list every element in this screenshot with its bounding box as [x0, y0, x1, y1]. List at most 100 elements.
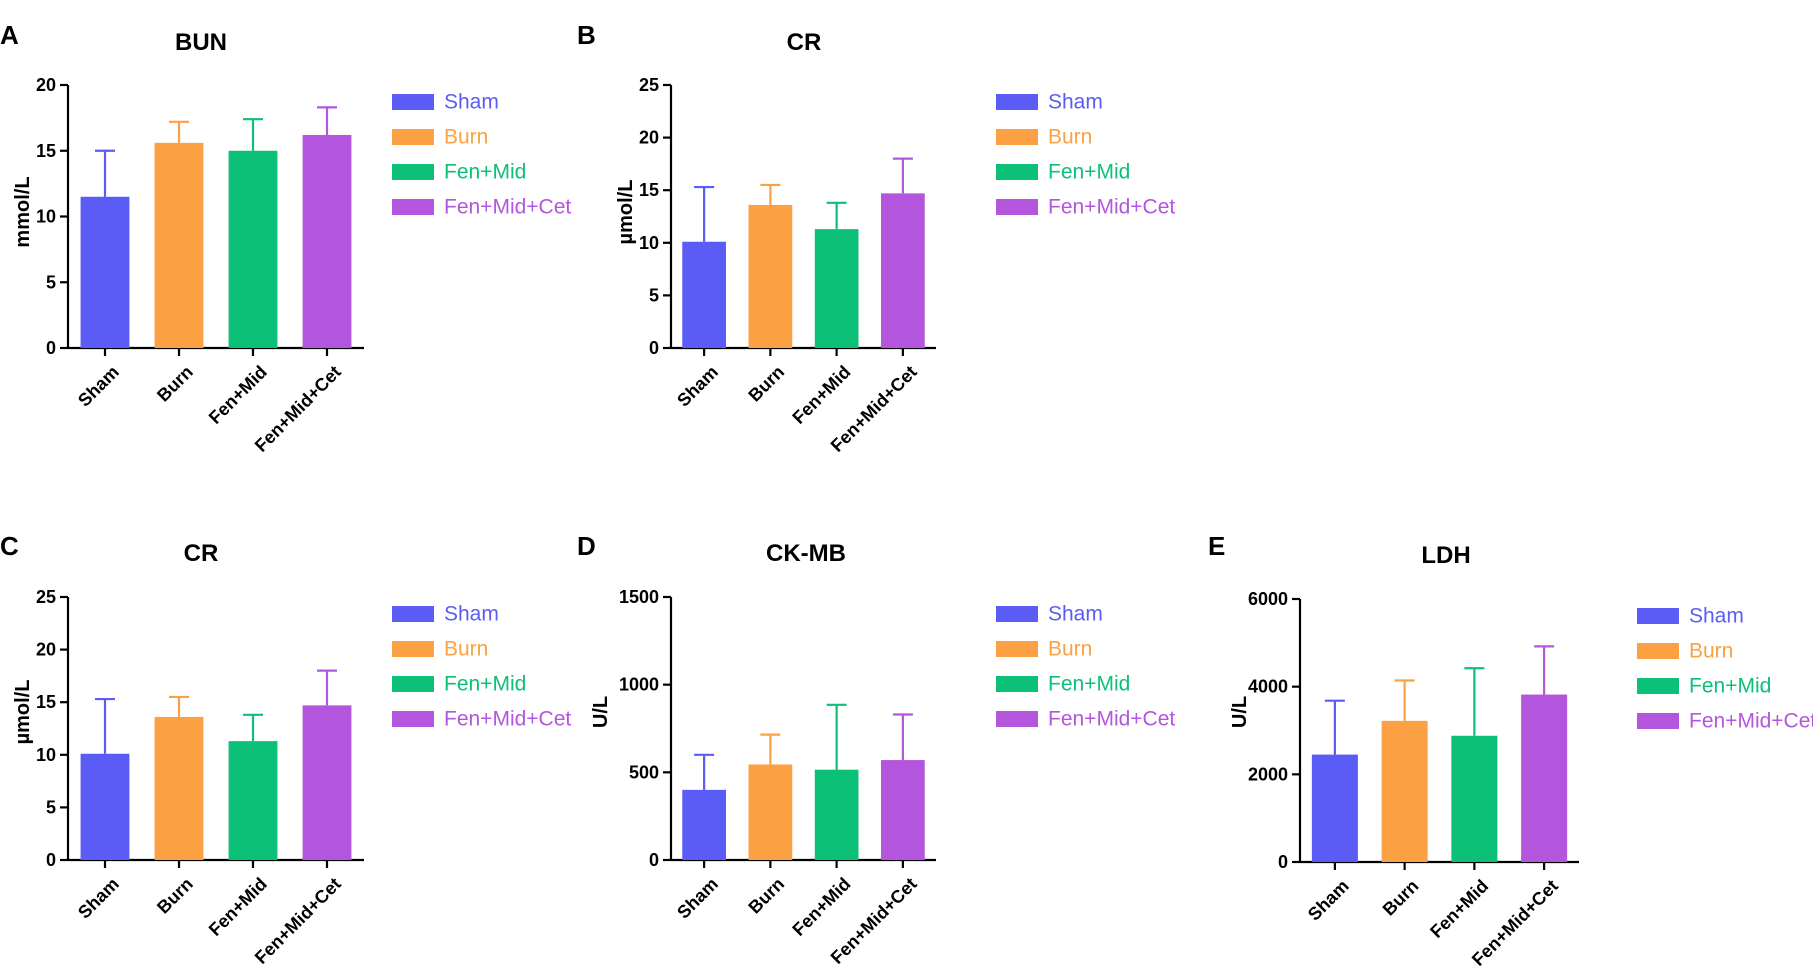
legend-swatch — [392, 711, 434, 727]
legend-swatch — [996, 199, 1038, 215]
x-tick-label: Fen+Mid — [205, 362, 271, 428]
y-axis-title: U/L — [1229, 696, 1251, 728]
legend-label: Sham — [1689, 605, 1744, 628]
legend-swatch — [996, 164, 1038, 180]
chart-title: BUN — [175, 29, 227, 56]
legend-label: Fen+Mid — [444, 161, 526, 184]
x-tick-label: Fen+Mid — [788, 362, 854, 428]
panel-letter: B — [577, 20, 596, 50]
bar-sham — [80, 753, 130, 860]
legend-swatch — [996, 676, 1038, 692]
y-tick-label: 15 — [639, 180, 659, 200]
bar-burn — [154, 716, 204, 860]
bar-burn — [748, 764, 793, 860]
y-tick-label: 2000 — [1248, 764, 1288, 784]
bar-fen-mid — [814, 229, 859, 348]
bar-burn — [748, 204, 793, 348]
y-tick-label: 20 — [36, 640, 56, 660]
legend-swatch — [1637, 643, 1679, 659]
bar-burn — [1381, 720, 1428, 862]
y-tick-label: 0 — [46, 338, 56, 358]
y-tick-label: 10 — [36, 207, 56, 227]
y-tick-label: 1000 — [619, 675, 659, 695]
legend-swatch — [392, 606, 434, 622]
y-tick-label: 6000 — [1248, 589, 1288, 609]
legend-label: Burn — [444, 126, 488, 149]
legend-swatch — [996, 606, 1038, 622]
legend-swatch — [996, 129, 1038, 145]
legend-swatch — [392, 94, 434, 110]
x-tick-label: Sham — [1304, 876, 1353, 925]
bar-sham — [80, 196, 130, 348]
legend-label: Fen+Mid — [1048, 673, 1130, 696]
x-tick-label: Burn — [744, 874, 788, 918]
legend-label: Sham — [444, 603, 499, 626]
bar-fen-mid-cet — [302, 134, 352, 348]
bar-sham — [682, 789, 726, 860]
y-tick-label: 15 — [36, 692, 56, 712]
y-tick-label: 1500 — [619, 587, 659, 607]
chart-title: CR — [184, 540, 219, 567]
chart-title: LDH — [1421, 542, 1470, 569]
legend-label: Fen+Mid+Cet — [1048, 196, 1175, 219]
bar-fen-mid — [1451, 735, 1498, 862]
y-tick-label: 20 — [639, 128, 659, 148]
legend-label: Fen+Mid — [1048, 161, 1130, 184]
y-axis-title: U/L — [590, 696, 612, 728]
y-axis-title: µmol/L — [615, 180, 637, 245]
legend-label: Burn — [1689, 640, 1733, 663]
legend-swatch — [996, 641, 1038, 657]
bar-fen-mid — [814, 769, 859, 860]
x-tick-label: Fen+Mid — [788, 874, 854, 940]
y-tick-label: 5 — [46, 272, 56, 292]
legend-swatch — [392, 129, 434, 145]
bar-fen-mid — [228, 150, 278, 348]
panel-letter: E — [1208, 531, 1225, 561]
legend-swatch — [996, 711, 1038, 727]
legend-swatch — [392, 164, 434, 180]
x-tick-label: Sham — [673, 362, 722, 411]
x-tick-label: Burn — [153, 362, 197, 406]
bar-sham — [1311, 754, 1358, 862]
legend-label: Fen+Mid — [1689, 675, 1771, 698]
legend-label: Burn — [1048, 126, 1092, 149]
y-axis-title: mmol/L — [12, 176, 34, 247]
legend-label: Sham — [1048, 91, 1103, 114]
y-tick-label: 0 — [649, 850, 659, 870]
y-tick-label: 5 — [46, 797, 56, 817]
bar-fen-mid-cet — [881, 193, 925, 348]
x-tick-label: Burn — [1379, 876, 1423, 920]
legend-swatch — [996, 94, 1038, 110]
y-tick-label: 0 — [649, 338, 659, 358]
x-tick-label: Burn — [744, 362, 788, 406]
legend-label: Sham — [444, 91, 499, 114]
x-tick-label: Fen+Mid — [205, 874, 271, 940]
legend-label: Burn — [444, 638, 488, 661]
bar-sham — [682, 241, 726, 348]
panel-letter: A — [0, 20, 19, 50]
legend-swatch — [392, 641, 434, 657]
legend-swatch — [392, 199, 434, 215]
y-tick-label: 10 — [639, 233, 659, 253]
x-tick-label: Sham — [74, 362, 123, 411]
y-tick-label: 25 — [36, 587, 56, 607]
bar-fen-mid — [228, 741, 278, 860]
y-tick-label: 15 — [36, 141, 56, 161]
legend-label: Fen+Mid+Cet — [1689, 710, 1813, 733]
legend-label: Fen+Mid+Cet — [1048, 708, 1175, 731]
bar-fen-mid-cet — [881, 760, 925, 860]
y-tick-label: 0 — [1278, 852, 1288, 872]
x-tick-label: Burn — [153, 874, 197, 918]
legend-swatch — [1637, 713, 1679, 729]
y-tick-label: 20 — [36, 75, 56, 95]
legend-label: Fen+Mid+Cet — [444, 196, 571, 219]
y-tick-label: 5 — [649, 285, 659, 305]
legend-label: Burn — [1048, 638, 1092, 661]
chart-title: CR — [787, 29, 822, 56]
bar-fen-mid-cet — [1521, 694, 1568, 862]
